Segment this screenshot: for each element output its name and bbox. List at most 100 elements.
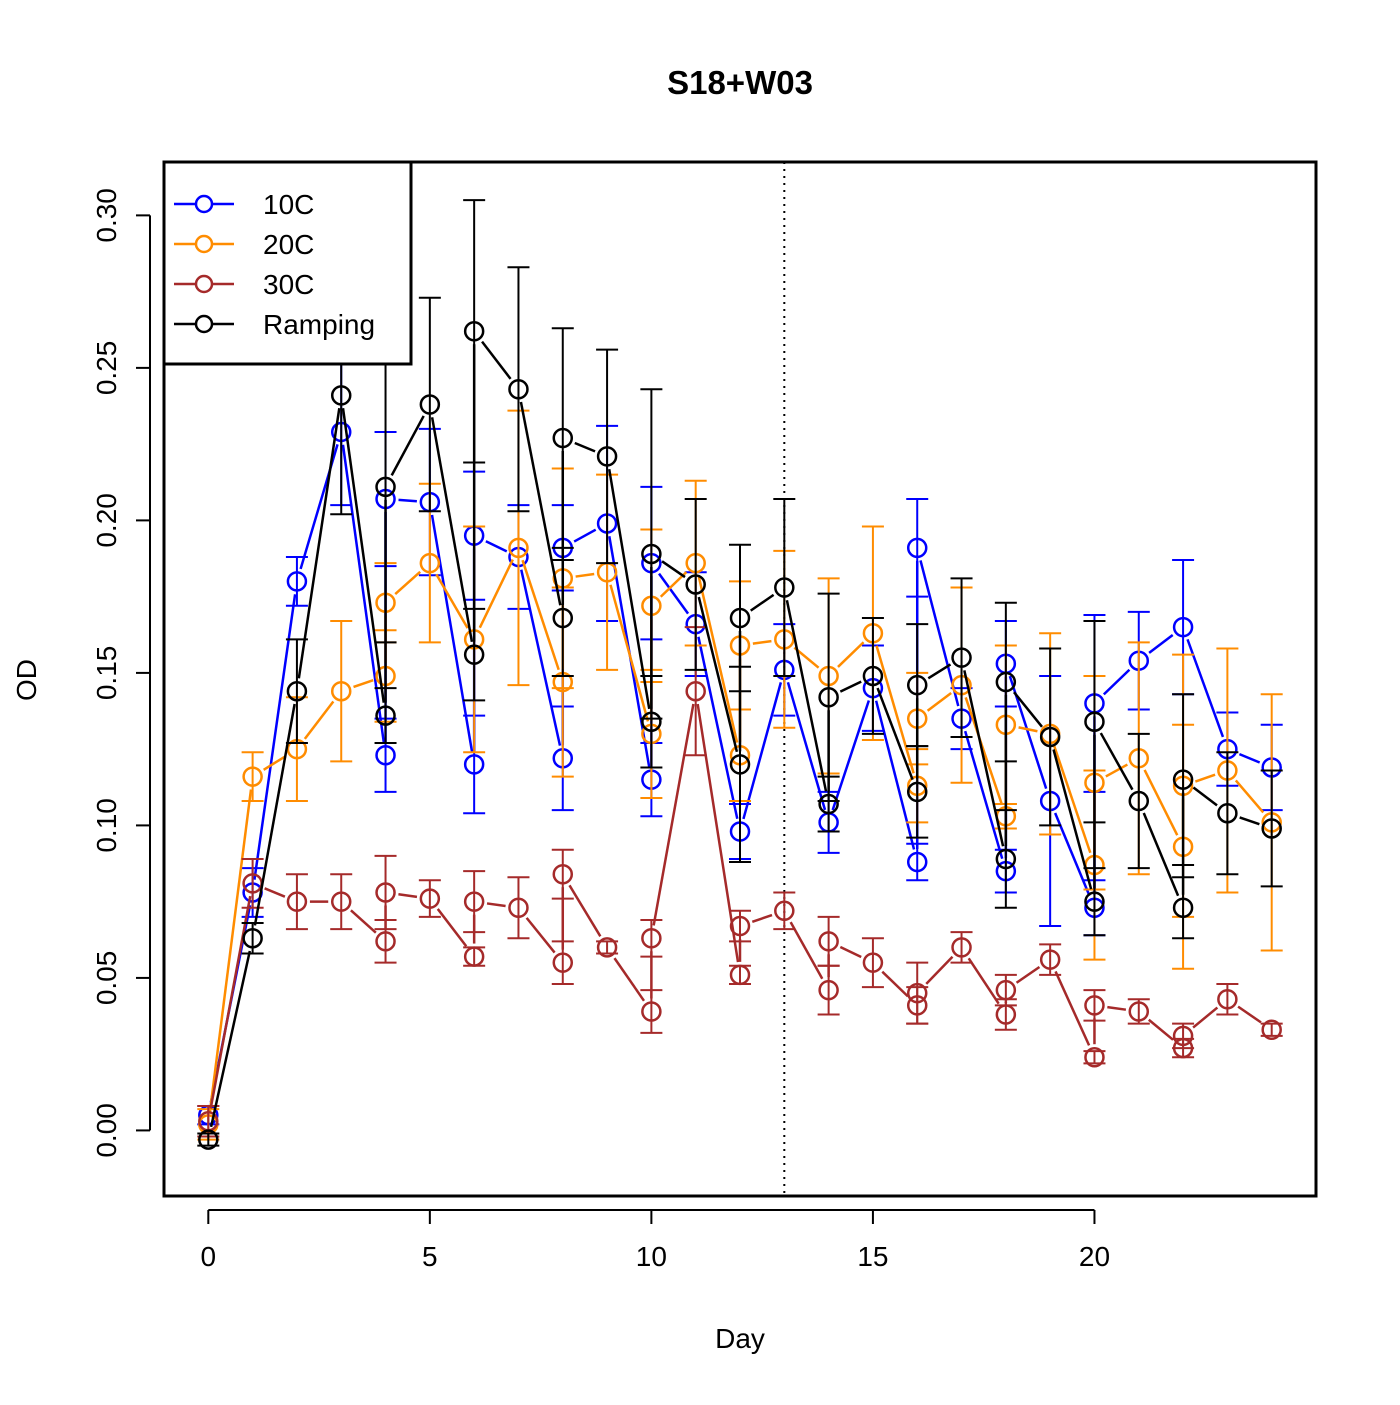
data-point [906, 781, 928, 803]
data-point [1172, 616, 1194, 638]
data-point [1084, 1046, 1105, 1068]
data-point [685, 574, 706, 595]
data-point [375, 476, 396, 498]
series-line-segment [430, 514, 474, 752]
data-point [951, 647, 972, 668]
data-point [906, 674, 928, 696]
series-line-segment [963, 670, 1005, 847]
series-line-segment [341, 408, 385, 703]
series-line-segment [398, 498, 417, 503]
series-line-segment [520, 569, 562, 746]
series-line-segment [839, 680, 862, 693]
series-line-segment [209, 950, 252, 1128]
axes-layer: 0 5 10 15 20 0.00 0.05 0.10 0.15 0.20 0.25 0.30 [91, 188, 1110, 1272]
x-tick-label: 5 [422, 1241, 438, 1272]
data-point [641, 543, 662, 565]
chart-title: S18+W03 [667, 64, 813, 101]
series-line-segment [697, 636, 739, 820]
data-point [242, 766, 263, 787]
data-point [906, 851, 928, 873]
data-point [463, 754, 485, 775]
data-point [1261, 818, 1282, 839]
series-line-segment [1192, 786, 1218, 807]
series-line-segment [967, 957, 1000, 1005]
data-point [818, 979, 839, 1001]
data-point [995, 848, 1017, 870]
data-point [1217, 802, 1238, 824]
series-line-segment [481, 340, 512, 380]
series-line-segment [658, 572, 690, 615]
series-line-segment [519, 401, 562, 606]
data-point [818, 687, 839, 708]
series-line-segment [1238, 752, 1261, 764]
series-line-segment [390, 415, 425, 476]
series-line-segment [661, 560, 686, 579]
series-line-segment [749, 593, 775, 612]
data-point [419, 888, 441, 909]
data-point [508, 897, 529, 919]
x-axis-label: Day [715, 1323, 765, 1354]
series-line-segment [263, 754, 287, 771]
series-line-segment [1237, 1005, 1262, 1024]
data-point [906, 982, 928, 1004]
y-tick-label: 0.20 [91, 493, 122, 548]
series-line-segment [573, 528, 597, 543]
series-line-segment [1053, 812, 1091, 897]
data-point [1128, 790, 1150, 812]
series-line-segment [789, 921, 824, 980]
y-tick-label: 0.05 [91, 951, 122, 1006]
data-point [641, 1001, 662, 1022]
legend-label-10c: 10C [263, 189, 314, 220]
series-line-segment [652, 703, 695, 926]
series-line-segment [613, 957, 646, 1002]
series-line-segment [697, 575, 739, 743]
data-point [330, 891, 352, 912]
data-point [906, 537, 928, 559]
y-tick-label: 0.15 [91, 646, 122, 701]
plot-frame [162, 160, 1318, 1198]
data-point [774, 900, 795, 922]
data-point [774, 577, 795, 598]
series-line-segment [925, 955, 954, 985]
series-line-segment [521, 559, 560, 671]
series-line-segment [831, 700, 871, 811]
y-tick-label: 0.10 [91, 798, 122, 853]
data-point [596, 446, 618, 467]
series-line-segment [297, 408, 341, 679]
data-point [1172, 769, 1194, 790]
series-line-segment [209, 895, 252, 1109]
data-point [508, 378, 529, 400]
series-line-segment [874, 700, 916, 850]
series-line-segment [1194, 773, 1216, 783]
data-point [242, 928, 263, 949]
data-point [419, 394, 441, 415]
series-line-segment [485, 540, 508, 553]
series-line-segment [1186, 638, 1225, 738]
series-line-segment [1018, 726, 1038, 733]
series-line-segment [1234, 779, 1265, 814]
data-point [1172, 897, 1194, 919]
series-line-segment [875, 645, 915, 774]
y-tick-label: 0.00 [91, 1103, 122, 1158]
legend-label-30c: 30C [263, 269, 314, 300]
data-point [729, 607, 751, 629]
series-line-segment [1142, 812, 1180, 897]
legend-marker [194, 234, 214, 254]
series-line-segment [1053, 745, 1092, 854]
data-point [1039, 949, 1061, 970]
data-point [552, 952, 574, 973]
data-point [862, 665, 884, 687]
series-line-segment [253, 594, 297, 880]
data-point [463, 891, 485, 912]
series-line-segment [253, 703, 296, 926]
series-line-segment [1099, 732, 1134, 791]
series-line-segment [839, 945, 862, 959]
series-line-segment [1052, 749, 1093, 890]
data-point [286, 680, 308, 702]
series-line-segment [1013, 691, 1043, 728]
series-line-segment [353, 678, 374, 689]
legend-label-ramping: Ramping [263, 309, 375, 340]
data-point [375, 882, 396, 903]
series-line-segment [1192, 1006, 1219, 1029]
data-point [1172, 1025, 1194, 1047]
